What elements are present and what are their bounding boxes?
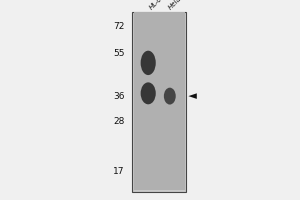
Text: Hela: Hela [167,0,182,11]
Text: 36: 36 [113,92,124,101]
Bar [132,12,186,192]
Text: 17: 17 [113,168,124,176]
Text: 72: 72 [113,22,124,31]
Text: 28: 28 [113,117,124,126]
Ellipse shape [141,51,156,75]
Ellipse shape [141,82,156,104]
Ellipse shape [164,88,176,105]
Bar [134,12,184,190]
Text: HL-60: HL-60 [148,0,167,11]
Polygon shape [188,93,197,99]
Text: 55: 55 [113,49,124,58]
